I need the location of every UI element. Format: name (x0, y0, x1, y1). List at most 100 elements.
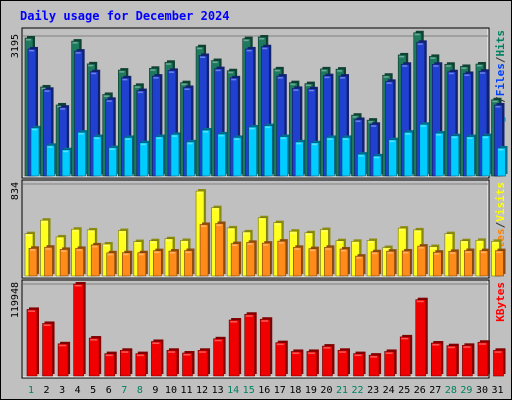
x-tick-label-day-24: 24 (383, 385, 395, 396)
bar-kbytes-day-7 (120, 348, 133, 377)
bar-kbytes-day-31 (493, 348, 506, 377)
bar-kbytes-day-15 (244, 312, 257, 377)
bar-pages-day-2 (46, 143, 57, 177)
x-tick-label-day-15: 15 (243, 385, 255, 396)
bar-pages-day-8 (139, 140, 150, 177)
panel-bottom-ymax-label: 119948 (10, 282, 21, 318)
bar-sites-day-25 (401, 248, 413, 277)
panel-middle-ymax-label: 834 (10, 182, 21, 200)
bar-kbytes-day-11 (182, 350, 195, 377)
bar-pages-day-16 (263, 123, 275, 177)
x-tick-label-day-26: 26 (414, 385, 426, 396)
bar-sites-day-5 (90, 242, 102, 277)
bar-sites-day-23 (370, 249, 382, 277)
bar-kbytes-day-17 (275, 340, 288, 377)
bar-sites-day-8 (137, 250, 148, 277)
bar-pages-day-23 (372, 153, 384, 177)
legend-item: / (494, 56, 507, 63)
bar-sites-day-26 (417, 244, 428, 277)
bar-pages-day-15 (248, 124, 259, 177)
bar-kbytes-day-23 (368, 353, 382, 377)
bar-kbytes-day-12 (197, 348, 211, 377)
bar-pages-day-22 (357, 152, 368, 177)
bar-kbytes-day-5 (88, 336, 102, 377)
legend-item: Files (494, 63, 507, 96)
bar-pages-day-1 (30, 125, 41, 177)
chart-panels: 3195Pages/Files/Hits834Sites/Visits11994… (10, 27, 508, 379)
bar-kbytes-day-6 (104, 351, 117, 377)
bar-kbytes-day-16 (259, 317, 273, 377)
bar-kbytes-day-28 (446, 343, 459, 377)
bar-sites-day-24 (386, 249, 397, 277)
x-tick-label-day-3: 3 (59, 385, 65, 396)
bar-kbytes-day-27 (430, 341, 444, 377)
x-tick-label-day-5: 5 (90, 385, 96, 396)
bar-pages-day-9 (155, 134, 166, 177)
bar-kbytes-day-19 (306, 349, 319, 377)
x-tick-label-day-1: 1 (28, 385, 34, 396)
x-tick-label-day-2: 2 (44, 385, 50, 396)
bar-sites-day-10 (168, 249, 179, 277)
bar-sites-day-28 (448, 249, 459, 277)
x-tick-label-day-14: 14 (227, 385, 239, 396)
bar-sites-day-3 (59, 247, 71, 277)
bar-sites-day-2 (44, 245, 55, 277)
bar-sites-day-17 (277, 239, 288, 277)
bar-kbytes-day-22 (353, 351, 366, 377)
bar-kbytes-day-30 (477, 340, 490, 377)
bar-sites-day-31 (495, 248, 506, 277)
bar-kbytes-day-9 (151, 339, 164, 377)
bar-pages-day-14 (232, 135, 244, 177)
bar-kbytes-day-4 (73, 282, 86, 377)
x-axis-day-labels: 1 2 3 4 5 6 7 8 9 10 11 12 13 14 15 16 17 18 19 20 21 22 23 24 2… (28, 385, 504, 396)
x-tick-label-day-12: 12 (196, 385, 208, 396)
bar-sites-day-15 (246, 240, 257, 277)
bar-sites-day-20 (324, 245, 335, 277)
panel-bottom: 119948 KBytes (10, 279, 507, 379)
bar-pages-day-19 (310, 140, 321, 177)
x-tick-label-day-22: 22 (352, 385, 364, 396)
bar-sites-day-14 (230, 241, 242, 277)
bar-sites-day-16 (261, 241, 273, 277)
bar-pages-day-4 (77, 130, 88, 177)
bar-pages-day-11 (186, 139, 197, 177)
bar-kbytes-day-21 (337, 348, 350, 377)
x-tick-label-day-11: 11 (180, 385, 192, 396)
bar-sites-day-9 (153, 248, 164, 277)
bar-pages-day-10 (170, 132, 181, 177)
x-tick-label-day-30: 30 (476, 385, 488, 396)
bar-pages-day-3 (61, 147, 73, 177)
bar-sites-day-22 (355, 254, 366, 277)
legend-item: / (494, 221, 507, 228)
bar-pages-day-31 (497, 145, 508, 177)
bar-kbytes-day-1 (26, 307, 39, 377)
bar-pages-day-29 (466, 134, 477, 177)
bar-sites-day-27 (432, 250, 444, 277)
bar-sites-day-7 (122, 250, 133, 277)
x-tick-label-day-18: 18 (289, 385, 301, 396)
bar-pages-day-26 (419, 122, 430, 177)
bar-sites-day-4 (75, 246, 86, 277)
x-tick-label-day-27: 27 (429, 385, 441, 396)
x-tick-label-day-31: 31 (491, 385, 503, 396)
bar-kbytes-day-3 (57, 341, 71, 377)
bar-kbytes-day-14 (228, 318, 242, 377)
bar-pages-day-5 (92, 134, 104, 177)
bar-pages-day-25 (403, 130, 415, 177)
bar-sites-day-6 (106, 250, 117, 277)
bar-pages-day-12 (201, 127, 213, 177)
bar-pages-day-18 (295, 139, 306, 177)
bar-sites-day-12 (199, 222, 211, 277)
panel-bottom-bars (26, 282, 506, 377)
bar-sites-day-11 (184, 248, 195, 277)
bar-sites-day-1 (28, 246, 39, 277)
x-tick-label-day-10: 10 (165, 385, 177, 396)
legend-item: Hits (494, 30, 507, 57)
chart-title: Daily usage for December 2024 (20, 9, 230, 23)
bar-kbytes-day-20 (322, 344, 335, 377)
bar-kbytes-day-8 (135, 351, 148, 377)
bar-kbytes-day-18 (291, 349, 304, 377)
x-tick-label-day-6: 6 (106, 385, 112, 396)
bar-kbytes-day-10 (166, 348, 179, 377)
